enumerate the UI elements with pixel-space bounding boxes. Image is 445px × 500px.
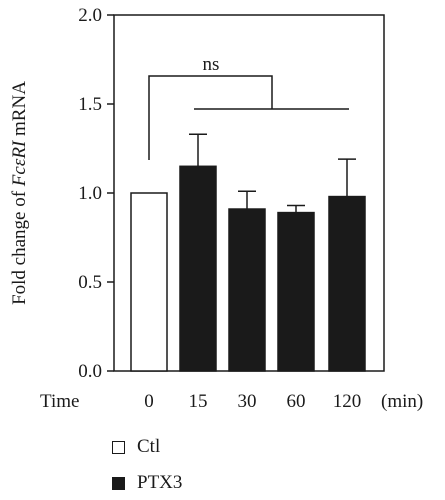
- legend-swatch-ctl: [112, 440, 125, 454]
- legend-swatch-ptx3: [112, 476, 125, 490]
- y-tick-label-3: 1.5: [78, 94, 102, 115]
- x-tick-label-0: 0: [144, 391, 154, 412]
- y-tick-label-2: 1.0: [78, 183, 102, 204]
- significance-bracket: [148, 75, 273, 160]
- legend-item-ptx3: PTX3: [112, 472, 182, 494]
- x-tick-label-2: 30: [238, 391, 257, 412]
- x-tick-label-4: 120: [333, 391, 362, 412]
- y-tick-label-4: 2.0: [78, 5, 102, 26]
- legend-item-ctl: Ctl: [112, 436, 160, 458]
- legend-label-ctl: Ctl: [137, 436, 161, 457]
- bar-15: [179, 165, 217, 372]
- bar-30: [228, 208, 266, 372]
- x-tick-label-3: 60: [287, 391, 306, 412]
- x-tick-label-1: 15: [189, 391, 208, 412]
- legend-label-ptx3: PTX3: [137, 472, 183, 493]
- significance-label: ns: [203, 54, 220, 75]
- y-tick-label-0: 0.0: [78, 361, 102, 382]
- bar-0: [130, 192, 168, 372]
- x-axis-unit-label: (min): [381, 391, 423, 412]
- y-tick-label-1: 0.5: [78, 272, 102, 293]
- bar-120: [328, 195, 366, 372]
- x-axis-time-label: Time: [40, 391, 79, 412]
- bar-60: [277, 211, 315, 372]
- y-axis-title: Fold change of FcεRI mRNA: [9, 81, 30, 305]
